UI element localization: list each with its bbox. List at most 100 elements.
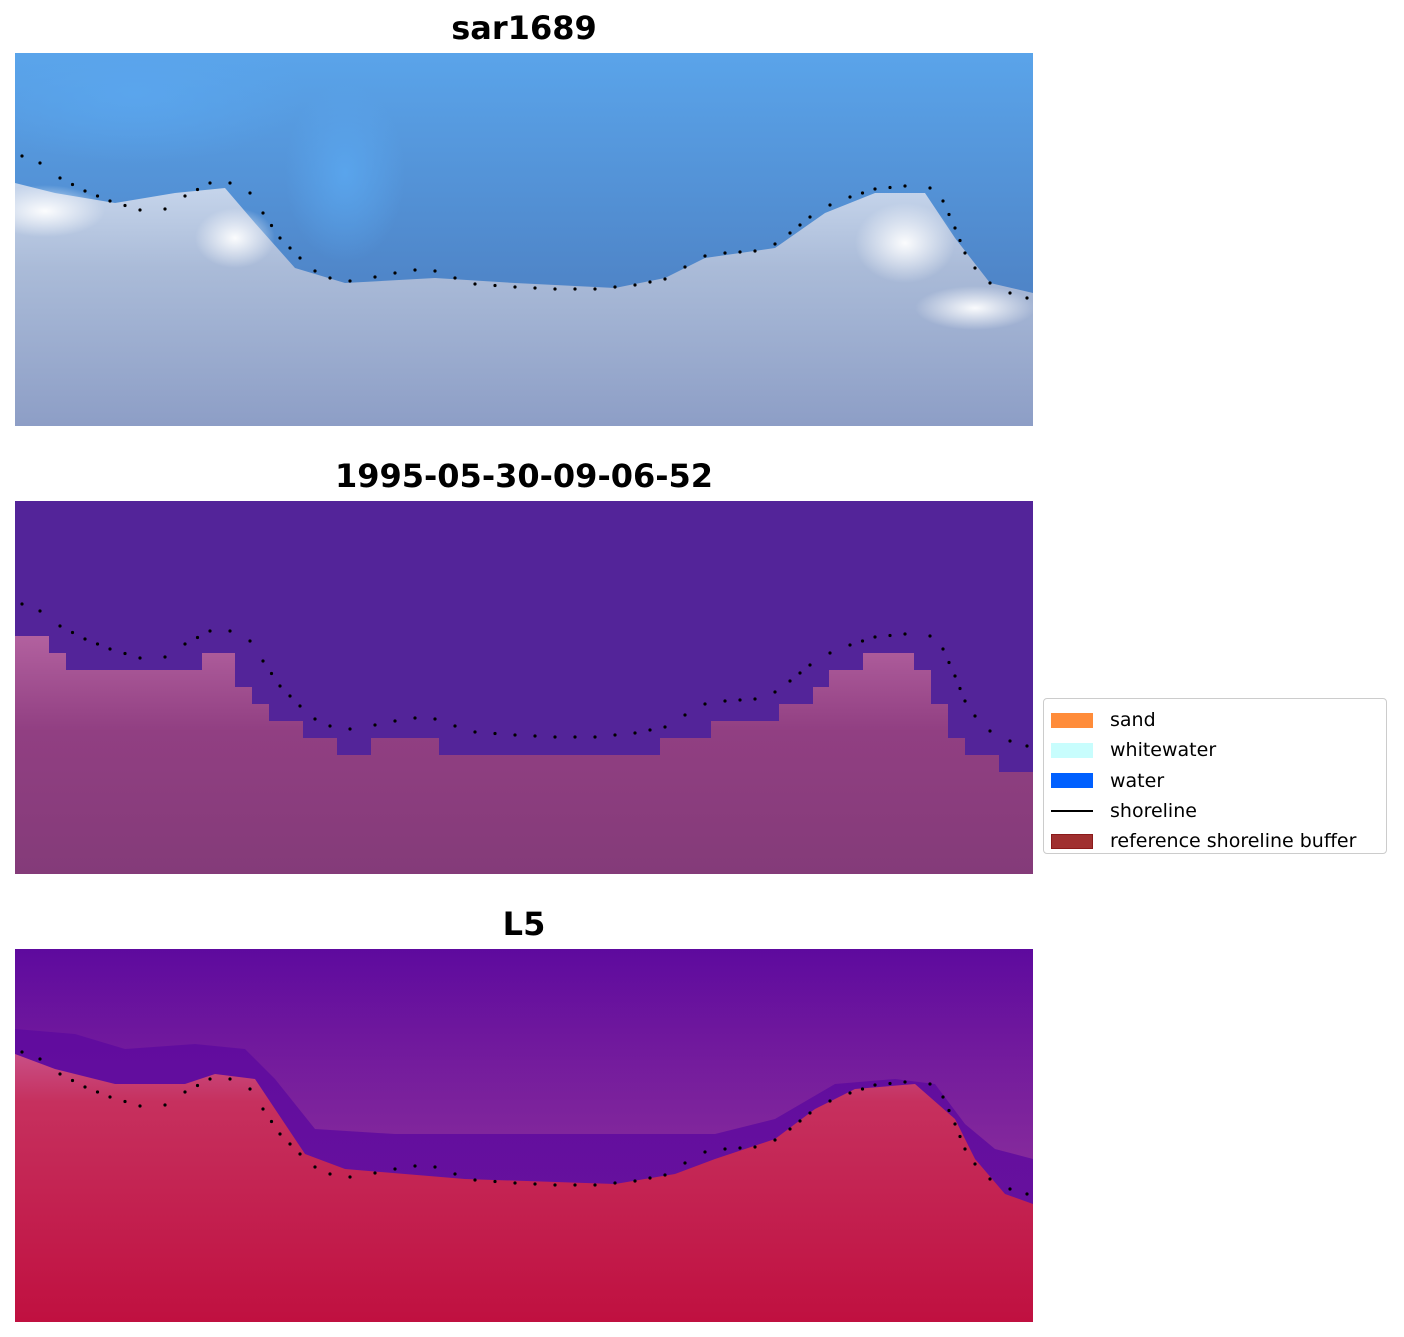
shoreline-dot bbox=[298, 704, 302, 708]
shoreline-dot bbox=[738, 250, 742, 254]
shoreline-dot bbox=[860, 1087, 865, 1091]
shoreline-dot bbox=[648, 1176, 652, 1180]
shoreline-dot bbox=[183, 642, 187, 646]
shoreline-dot bbox=[493, 1179, 497, 1184]
shoreline-dot bbox=[228, 1077, 232, 1081]
shoreline-dot bbox=[313, 1165, 317, 1169]
shoreline-dot bbox=[928, 1082, 932, 1086]
shoreline-dot bbox=[248, 1087, 252, 1091]
shoreline-dot bbox=[873, 187, 877, 191]
shoreline-dot bbox=[633, 283, 637, 287]
shoreline-dot bbox=[393, 271, 397, 275]
shoreline-dot bbox=[1008, 1187, 1012, 1191]
panel-title-rgb: sar1689 bbox=[451, 9, 597, 47]
shoreline-dot bbox=[703, 1150, 707, 1154]
shoreline-dot bbox=[958, 686, 962, 691]
shoreline-dot bbox=[38, 161, 42, 165]
shoreline-dot bbox=[1008, 291, 1012, 295]
shoreline-dot bbox=[953, 226, 957, 230]
shoreline-dot bbox=[269, 1119, 274, 1124]
shoreline-dot bbox=[613, 733, 617, 737]
shoreline-dot bbox=[903, 632, 907, 636]
shoreline-dot bbox=[195, 635, 200, 640]
shoreline-dot bbox=[298, 256, 302, 260]
shoreline-dot bbox=[95, 194, 100, 198]
shoreline-dot bbox=[947, 1108, 951, 1113]
shoreline-dot bbox=[183, 1090, 187, 1094]
shoreline-dot bbox=[973, 266, 977, 270]
shoreline-dot bbox=[413, 716, 417, 720]
shoreline-dot bbox=[613, 285, 617, 289]
shoreline-dot bbox=[493, 731, 497, 736]
shoreline-dot bbox=[393, 719, 397, 723]
shoreline-dot bbox=[683, 1161, 687, 1165]
shoreline-dot bbox=[988, 729, 992, 733]
shoreline-dot bbox=[828, 1099, 832, 1103]
shoreline-dot bbox=[953, 1122, 957, 1126]
shoreline-dot bbox=[533, 286, 537, 290]
shoreline-dot bbox=[58, 1072, 62, 1076]
shoreline-dot bbox=[413, 1164, 417, 1168]
shoreline-dot bbox=[228, 181, 232, 185]
legend-label-water: water bbox=[1110, 769, 1165, 792]
legend-label-reference-buffer: reference shoreline buffer bbox=[1110, 830, 1357, 853]
legend-label-whitewater: whitewater bbox=[1110, 739, 1217, 762]
shoreline-dot bbox=[278, 236, 282, 240]
shoreline-dot bbox=[123, 651, 127, 656]
shoreline-dot bbox=[373, 275, 377, 279]
water-index-image bbox=[15, 949, 1033, 1322]
shoreline-dot bbox=[328, 1172, 332, 1176]
shoreline-dot bbox=[593, 735, 597, 739]
shoreline-dot bbox=[798, 1119, 802, 1123]
shoreline-dot bbox=[683, 265, 687, 269]
shoreline-dot bbox=[941, 1095, 945, 1099]
shoreline-dot bbox=[288, 694, 292, 698]
shoreline-dot bbox=[683, 713, 687, 717]
shoreline-dot bbox=[788, 679, 792, 683]
classification-panel bbox=[15, 501, 1033, 874]
shoreline-dot bbox=[648, 728, 652, 732]
legend-item-whitewater: whitewater bbox=[1051, 735, 1379, 765]
classification-image bbox=[15, 501, 1033, 874]
shoreline-dot bbox=[828, 651, 832, 655]
shoreline-dot bbox=[573, 287, 577, 291]
shoreline-dot bbox=[753, 697, 757, 701]
shoreline-dot bbox=[348, 279, 352, 283]
shoreline-dot bbox=[278, 684, 282, 688]
shoreline-dot bbox=[663, 1173, 667, 1177]
shoreline-dot bbox=[773, 690, 777, 694]
shoreline-dot bbox=[453, 276, 457, 280]
shoreline-dot bbox=[373, 723, 377, 727]
reference-buffer-swatch bbox=[1051, 833, 1093, 849]
shoreline-dot bbox=[433, 269, 437, 273]
shoreline-dot bbox=[433, 717, 437, 721]
panel-title-classification: 1995-05-30-09-06-52 bbox=[334, 457, 714, 495]
shoreline-dot bbox=[798, 671, 802, 675]
shoreline-dot bbox=[228, 629, 232, 633]
rgb-image bbox=[15, 53, 1033, 426]
water-swatch bbox=[1051, 773, 1093, 789]
whitewater-swatch bbox=[1051, 742, 1093, 758]
shoreline-dot bbox=[163, 655, 167, 659]
shoreline-dot bbox=[83, 189, 87, 193]
legend-item-sand: sand bbox=[1051, 705, 1379, 735]
shoreline-dot bbox=[963, 251, 967, 255]
shoreline-dot bbox=[828, 203, 832, 207]
shoreline-dot bbox=[108, 1095, 112, 1099]
shoreline-dot bbox=[941, 647, 945, 651]
shoreline-dot bbox=[533, 734, 537, 738]
shoreline-dot bbox=[195, 1083, 200, 1088]
shoreline-dot bbox=[261, 659, 265, 663]
shoreline-dot bbox=[328, 724, 332, 728]
shoreline-dot bbox=[433, 1165, 437, 1169]
shoreline-dot bbox=[248, 191, 252, 195]
shoreline-dot bbox=[553, 1183, 557, 1187]
shoreline-dot bbox=[123, 1099, 127, 1104]
shoreline-dots bbox=[20, 1050, 1029, 1196]
shoreline-dot bbox=[70, 630, 75, 635]
shoreline-dot bbox=[1025, 744, 1029, 748]
shoreline-dot bbox=[553, 735, 557, 739]
shoreline-dot bbox=[773, 242, 777, 246]
shoreline-dot bbox=[928, 186, 932, 190]
legend: sand whitewater water shoreline referenc… bbox=[1043, 698, 1387, 854]
